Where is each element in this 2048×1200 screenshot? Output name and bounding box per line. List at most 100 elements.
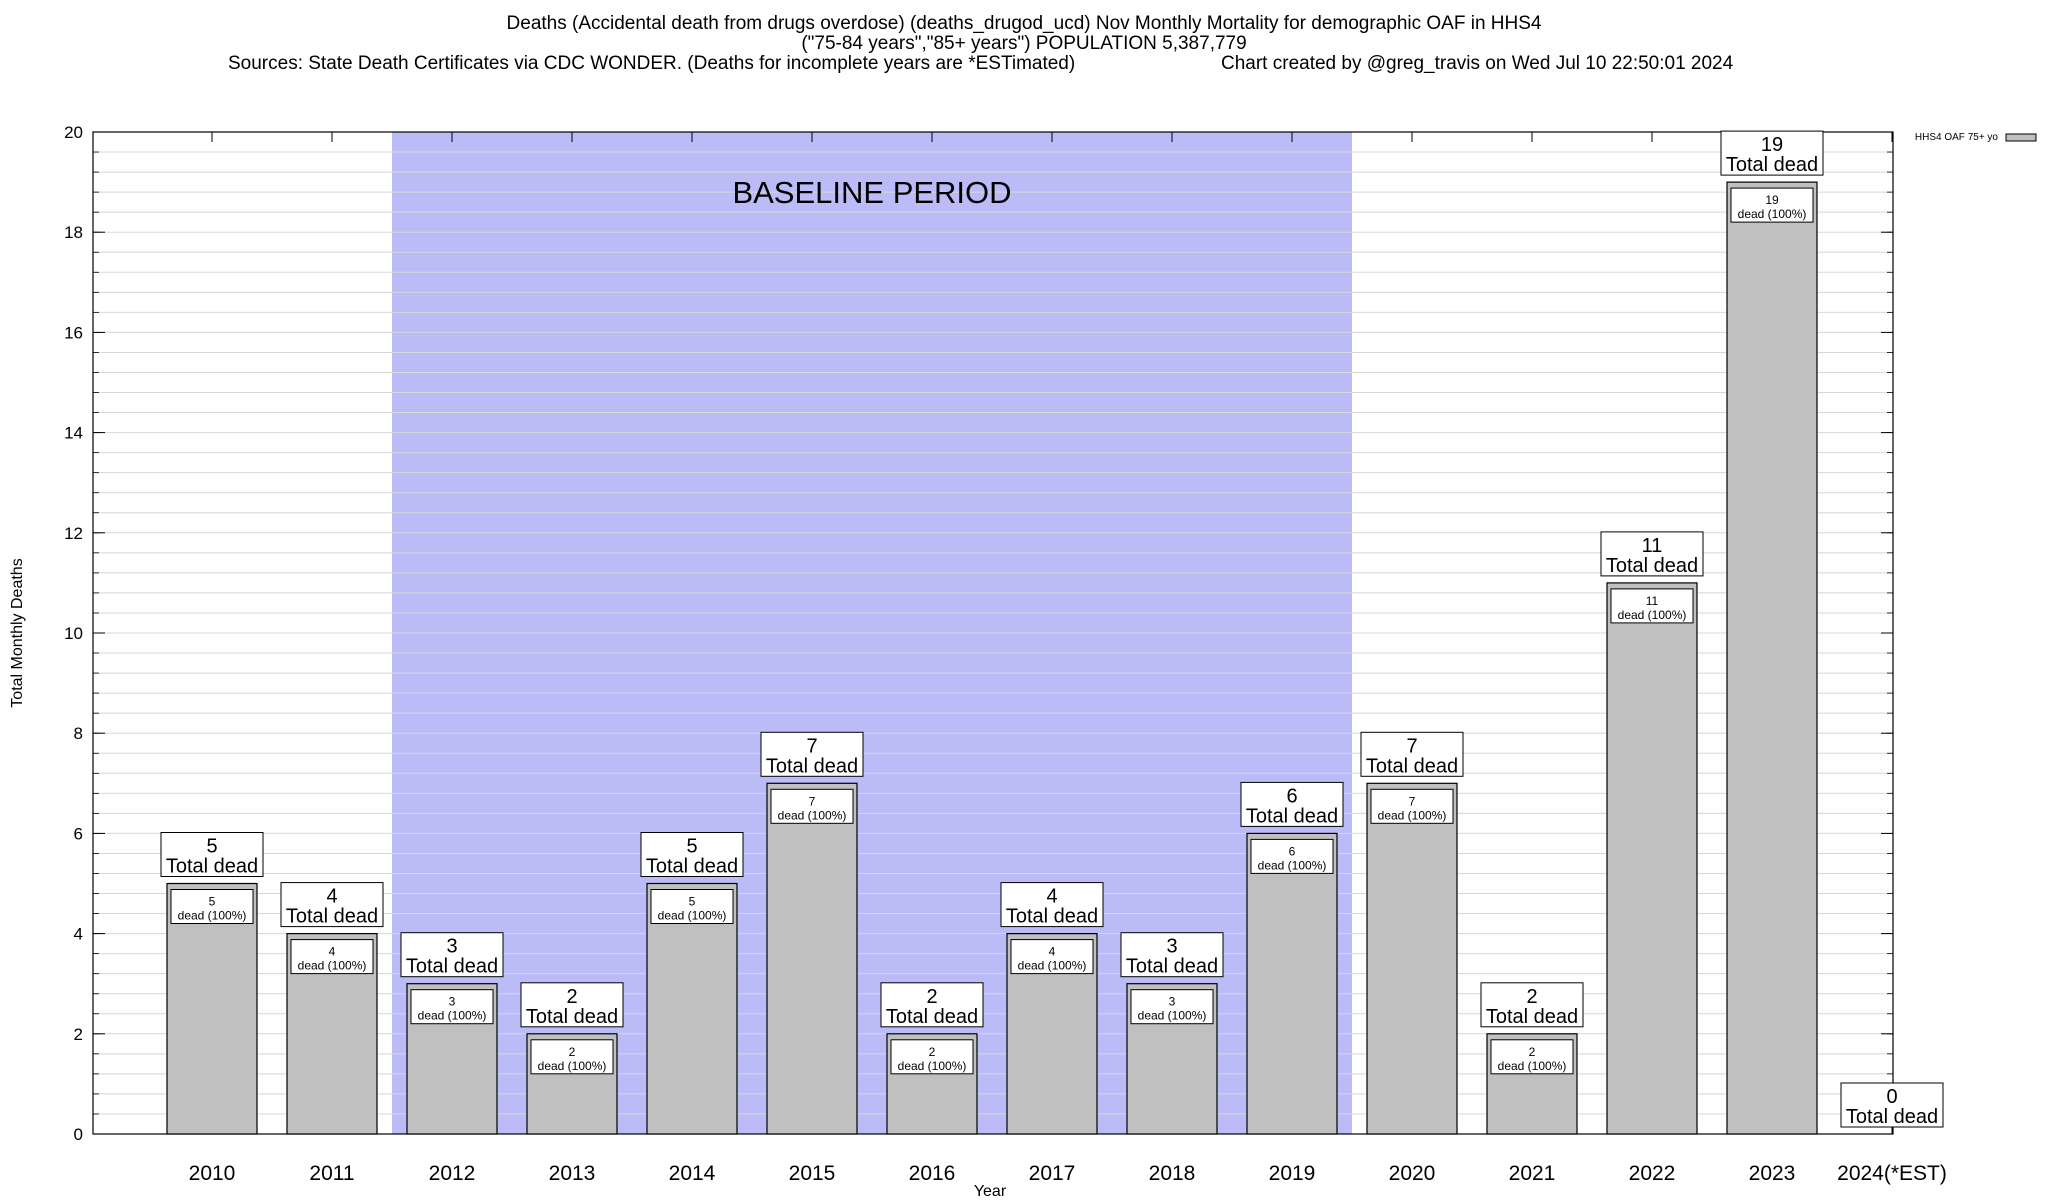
bar-inner-label-box [650,889,734,924]
bar-inner-value: 4 [329,945,336,959]
y-tick-label: 18 [64,223,83,242]
x-tick-label: 2015 [789,1162,836,1185]
total-label-box [1360,731,1464,777]
total-label-box [1000,882,1104,928]
bar-inner-value: 5 [209,895,216,909]
legend-swatch [2005,133,2037,142]
bar-inner-label-box [1730,187,1814,223]
chart-title-line2: ("75-84 years","85+ years") POPULATION 5… [801,33,1247,54]
total-label-box [640,832,744,877]
total-dead-label: Total dead [406,956,498,978]
total-dead-label: Total dead [646,856,738,878]
x-tick-label: 2016 [909,1162,956,1185]
total-value-label: 5 [206,836,217,858]
total-value-label: 19 [1761,134,1783,156]
x-tick-label: 2023 [1749,1162,1796,1185]
total-value-label: 3 [1166,936,1177,958]
bar-inner-value: 7 [1409,794,1416,808]
bar-inner-label: dead (100%) [1258,858,1327,872]
total-label-box [880,982,984,1028]
bar-inner-label-box [290,939,374,975]
bar-inner-label: dead (100%) [1738,207,1807,221]
y-tick-label: 4 [74,925,83,944]
bar-inner-label: dead (100%) [1018,959,1087,973]
bar-inner-label: dead (100%) [898,1059,967,1073]
x-tick-label: 2011 [309,1162,354,1185]
bar-inner-label-box [170,889,254,924]
y-tick-label: 6 [74,824,83,843]
total-label-box [1480,982,1584,1028]
total-label-box [1600,531,1704,577]
total-label-box [1120,932,1224,978]
total-label-box [160,832,264,877]
total-dead-label: Total dead [1246,805,1338,827]
bar-inner-label: dead (100%) [418,1009,487,1023]
total-label-box [280,882,384,928]
bar-inner-value: 7 [809,794,816,808]
bar-inner-value: 3 [449,995,456,1009]
x-tick-label: 2017 [1029,1162,1076,1185]
bar-inner-label-box [1250,838,1334,874]
y-tick-label: 16 [64,323,83,342]
y-tick-label: 10 [64,624,83,643]
bar-inner-value: 2 [929,1045,936,1059]
bar-inner-label-box [1370,788,1454,824]
x-tick-label: 2018 [1149,1162,1196,1185]
y-tick-label: 0 [74,1125,83,1144]
bar [166,882,258,1135]
total-dead-label: Total dead [1006,906,1098,928]
chart-sources: Sources: State Death Certificates via CD… [228,53,1076,74]
bar [1246,832,1338,1135]
total-value-label: 11 [1642,535,1663,557]
bar [1606,582,1698,1135]
bar-inner-label: dead (100%) [178,909,247,923]
bar-inner-value: 5 [689,895,696,909]
bar-inner-label-box [770,788,854,824]
total-dead-label: Total dead [1726,154,1818,176]
bar [766,782,858,1135]
bar-inner-label: dead (100%) [538,1059,607,1073]
bar [1366,782,1458,1135]
bar-inner-label-box [410,989,494,1025]
total-label-box [1240,781,1344,827]
bar-inner-label-box [890,1039,974,1075]
bar-inner-value: 6 [1289,844,1296,858]
total-value-label: 2 [1526,986,1537,1008]
bar-inner-value: 4 [1049,945,1056,959]
y-tick-label: 12 [64,524,83,543]
bar-inner-value: 11 [1646,594,1659,608]
total-value-label: 5 [686,836,697,858]
total-label-box [1720,130,1824,176]
total-dead-label: Total dead [286,906,378,928]
total-value-label: 2 [926,986,937,1008]
bar-inner-label: dead (100%) [1618,608,1687,622]
bar-inner-label-box [1010,939,1094,975]
x-tick-label: 2014 [669,1162,716,1185]
total-dead-label: Total dead [766,755,858,777]
total-dead-label: Total dead [1486,1006,1578,1028]
bar-inner-label: dead (100%) [658,909,727,923]
bar [646,882,738,1135]
bar-inner-value: 19 [1765,193,1779,207]
total-dead-label: Total dead [1606,555,1698,577]
total-value-label: 7 [806,735,817,757]
y-tick-label: 2 [74,1025,83,1044]
x-tick-label: 2022 [1629,1162,1676,1185]
legend-label: HHS4 OAF 75+ yo [1915,132,1999,143]
total-value-label: 4 [326,886,337,908]
x-axis-label: Year [974,1183,1007,1200]
total-dead-label: Total dead [886,1006,978,1028]
bar-inner-label: dead (100%) [1138,1009,1207,1023]
total-value-label: 0 [1886,1086,1897,1108]
total-dead-label: Total dead [526,1006,618,1028]
total-dead-label: Total dead [1366,755,1458,777]
bar-inner-label: dead (100%) [298,959,367,973]
chart-credit: Chart created by @greg_travis on Wed Jul… [1221,53,1734,74]
x-tick-label: 2020 [1389,1162,1436,1185]
x-tick-label: 2012 [429,1162,476,1185]
x-tick-label: 2021 [1509,1162,1556,1185]
bar-inner-label-box [1130,989,1214,1025]
x-tick-label: 2010 [189,1162,236,1185]
total-label-box [400,932,504,978]
